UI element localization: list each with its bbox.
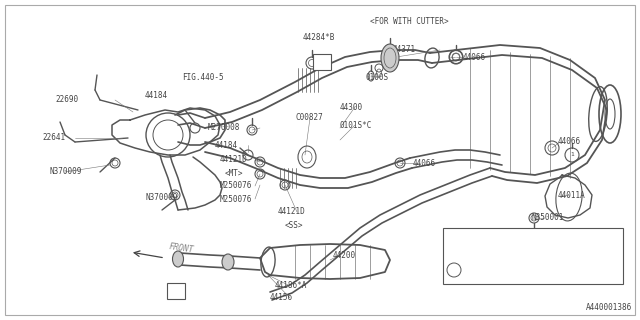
Ellipse shape bbox=[173, 251, 184, 267]
Text: A: A bbox=[173, 286, 179, 295]
Text: 44186*A: 44186*A bbox=[275, 282, 307, 291]
Text: 44066: 44066 bbox=[413, 158, 436, 167]
Text: A: A bbox=[319, 58, 324, 67]
Text: N350001: N350001 bbox=[532, 213, 564, 222]
Text: 44371: 44371 bbox=[393, 45, 416, 54]
Text: 44184: 44184 bbox=[215, 140, 238, 149]
Text: 22690: 22690 bbox=[55, 95, 78, 105]
Text: 44200: 44200 bbox=[333, 251, 356, 260]
Ellipse shape bbox=[222, 254, 234, 270]
Text: 44066: 44066 bbox=[558, 138, 581, 147]
Text: M250076: M250076 bbox=[220, 181, 252, 190]
Text: N370009: N370009 bbox=[50, 167, 83, 177]
Text: <MT>: <MT> bbox=[225, 169, 243, 178]
Text: 44121D: 44121D bbox=[278, 207, 306, 217]
Text: 0100S: 0100S bbox=[365, 74, 388, 83]
Text: <SS>: <SS> bbox=[285, 220, 303, 229]
Text: 44066: 44066 bbox=[463, 52, 486, 61]
Text: M250076: M250076 bbox=[220, 195, 252, 204]
Text: 44011A: 44011A bbox=[558, 191, 586, 201]
Text: M660014  (-0901): M660014 (-0901) bbox=[471, 266, 545, 275]
Bar bbox=[443, 228, 623, 284]
Text: C00827: C00827 bbox=[296, 114, 324, 123]
Text: M270008: M270008 bbox=[208, 124, 241, 132]
Text: 1: 1 bbox=[570, 153, 574, 157]
Text: FRONT: FRONT bbox=[168, 242, 194, 254]
Bar bbox=[167, 283, 185, 299]
Bar bbox=[313, 54, 331, 70]
Text: A440001386: A440001386 bbox=[586, 303, 632, 312]
Text: 0101S*C: 0101S*C bbox=[340, 121, 372, 130]
Text: N370009: N370009 bbox=[145, 194, 177, 203]
Text: 44156: 44156 bbox=[270, 293, 293, 302]
Text: 0105S      (0901-): 0105S (0901-) bbox=[471, 237, 554, 246]
Text: <FOR WITH CUTTER>: <FOR WITH CUTTER> bbox=[370, 18, 449, 27]
Text: 44121D: 44121D bbox=[220, 156, 248, 164]
Text: 22641: 22641 bbox=[42, 133, 65, 142]
Text: FIG.440-5: FIG.440-5 bbox=[182, 74, 223, 83]
Text: 44184: 44184 bbox=[145, 91, 168, 100]
Text: 44300: 44300 bbox=[340, 102, 363, 111]
Text: 44284*B: 44284*B bbox=[303, 34, 335, 43]
Ellipse shape bbox=[381, 44, 399, 72]
Text: 1: 1 bbox=[452, 268, 456, 273]
